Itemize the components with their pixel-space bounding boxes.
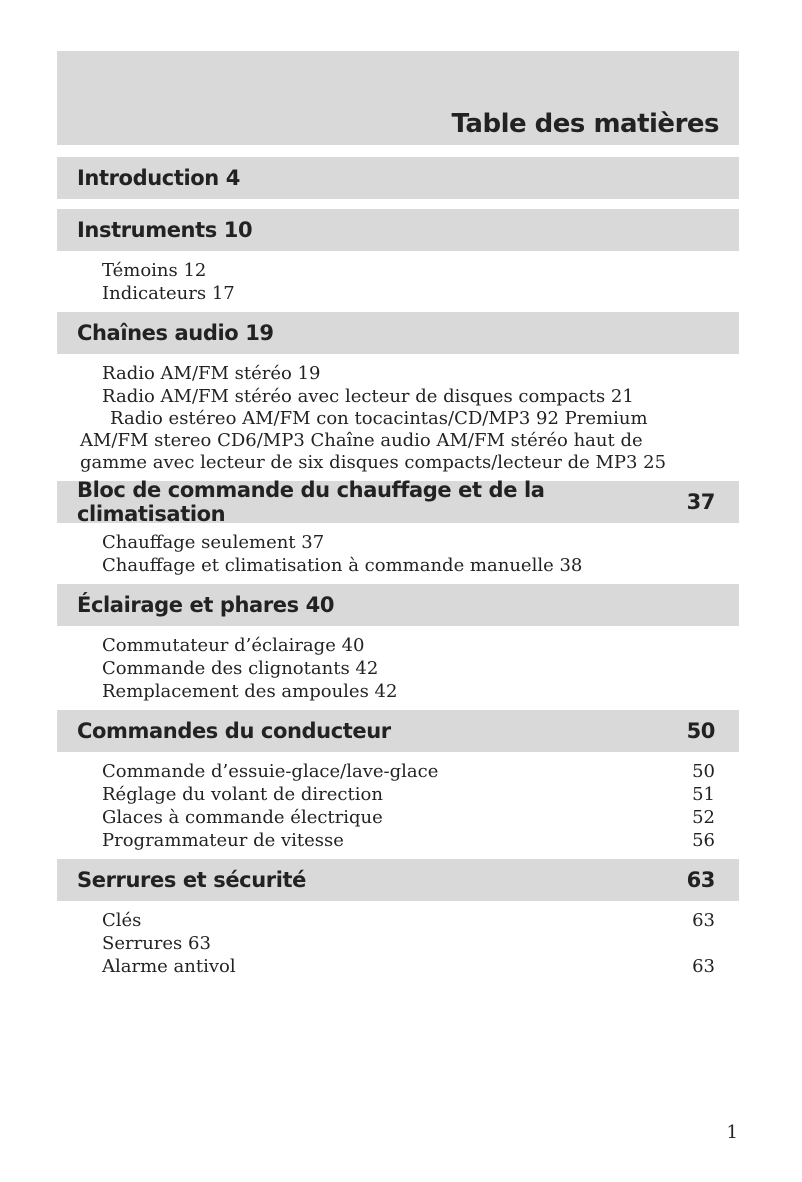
section-items: Clés 63 Serrures 63 Alarme antivol 63 — [57, 909, 739, 978]
section-header: Éclairage et phares 40 — [57, 584, 739, 626]
section-title: Introduction 4 — [77, 166, 240, 190]
section-title: Bloc de commande du chauffage et de la c… — [77, 478, 545, 526]
item: Commutateur d’éclairage 40 — [57, 634, 739, 657]
item-text: Glaces à commande électrique — [102, 807, 383, 828]
item-page: 52 — [692, 807, 715, 828]
item-text: Témoins 12 — [102, 260, 207, 281]
item-text: Commutateur d’éclairage 40 — [102, 635, 365, 656]
item: Radio AM/FM stéréo 19 — [57, 362, 739, 385]
item-text: Serrures 63 — [102, 933, 211, 954]
section-header: Introduction 4 — [57, 157, 739, 199]
item-text: Chauffage seulement 37 — [102, 532, 325, 553]
section-page: 50 — [686, 719, 716, 743]
item: Chauffage et climatisation à commande ma… — [57, 554, 739, 577]
item-page: 50 — [692, 761, 715, 782]
item-page: 63 — [692, 956, 715, 977]
item: Glaces à commande électrique 52 — [57, 806, 739, 829]
item-line: AM/FM stereo CD6/MP3 Chaîne audio AM/FM … — [57, 430, 739, 452]
item-page: 51 — [692, 784, 715, 805]
section-header: Serrures et sécurité 63 — [57, 859, 739, 901]
section-header: Chaînes audio 19 — [57, 312, 739, 354]
section-title: Commandes du conducteur — [77, 719, 391, 743]
item-text: Programmateur de vitesse — [102, 830, 344, 851]
header: Table des matières — [57, 51, 739, 145]
item-text: Commande des clignotants 42 — [102, 658, 379, 679]
section-items: Radio AM/FM stéréo 19 Radio AM/FM stéréo … — [57, 362, 739, 474]
section-items: Commande d’essuie-glace/lave-glace 50 Régl… — [57, 760, 739, 852]
item-text: gamme avec lecteur de six disques compac… — [80, 452, 667, 473]
item: Serrures 63 — [57, 932, 739, 955]
item: Radio AM/FM stéréo avec lecteur de disqu… — [57, 385, 739, 408]
section-header: Commandes du conducteur 50 — [57, 710, 739, 752]
section-items: Commutateur d’éclairage 40 Commande des c… — [57, 634, 739, 703]
item-text: AM/FM stereo CD6/MP3 Chaîne audio AM/FM … — [80, 430, 643, 451]
item-text: Clés — [102, 910, 142, 931]
section-title: Chaînes audio 19 — [77, 321, 274, 345]
section-page: 63 — [686, 868, 716, 892]
item: Témoins 12 — [57, 259, 739, 282]
section-title: Instruments 10 — [77, 218, 253, 242]
item-text: Réglage du volant de direction — [102, 784, 383, 805]
item: Réglage du volant de direction 51 — [57, 783, 739, 806]
section-header: Instruments 10 — [57, 209, 739, 251]
page-number: 1 — [726, 1122, 738, 1143]
section-page: 37 — [686, 490, 716, 514]
item-text: Commande d’essuie-glace/lave-glace — [102, 761, 439, 782]
item-text: Indicateurs 17 — [102, 283, 235, 304]
section-items: Témoins 12 Indicateurs 17 — [57, 259, 739, 305]
item-text: Chauffage et climatisation à commande ma… — [102, 555, 583, 576]
item: Programmateur de vitesse 56 — [57, 829, 739, 852]
table-of-contents: Introduction 4 Instruments 10 Témoins 12 In… — [57, 157, 739, 985]
section-title: Serrures et sécurité — [77, 868, 307, 892]
title: Table des matières — [451, 109, 720, 139]
item-text: Alarme antivol — [102, 956, 236, 977]
section-header: Bloc de commande du chauffage et de la c… — [57, 478, 739, 526]
item: Commande d’essuie-glace/lave-glace 50 — [57, 760, 739, 783]
item: Remplacement des ampoules 42 — [57, 680, 739, 703]
item: Clés 63 — [57, 909, 739, 932]
item: Commande des clignotants 42 — [57, 657, 739, 680]
item-text: Radio AM/FM stéréo avec lecteur de disqu… — [102, 386, 634, 407]
item: Chauffage seulement 37 — [57, 531, 739, 554]
item-line: gamme avec lecteur de six disques compac… — [57, 452, 739, 474]
item: Alarme antivol 63 — [57, 955, 739, 978]
item-text: Radio estéreo AM/FM con tocacintas/CD/MP… — [110, 408, 648, 429]
item-page: 56 — [692, 830, 715, 851]
item-page: 63 — [692, 910, 715, 931]
item: Indicateurs 17 — [57, 282, 739, 305]
item-line: Radio estéreo AM/FM con tocacintas/CD/MP… — [57, 408, 739, 430]
section-items: Chauffage seulement 37 Chauffage et clima… — [57, 531, 739, 577]
item-text: Remplacement des ampoules 42 — [102, 681, 398, 702]
section-title: Éclairage et phares 40 — [77, 593, 335, 617]
item-text: Radio AM/FM stéréo 19 — [102, 363, 321, 384]
